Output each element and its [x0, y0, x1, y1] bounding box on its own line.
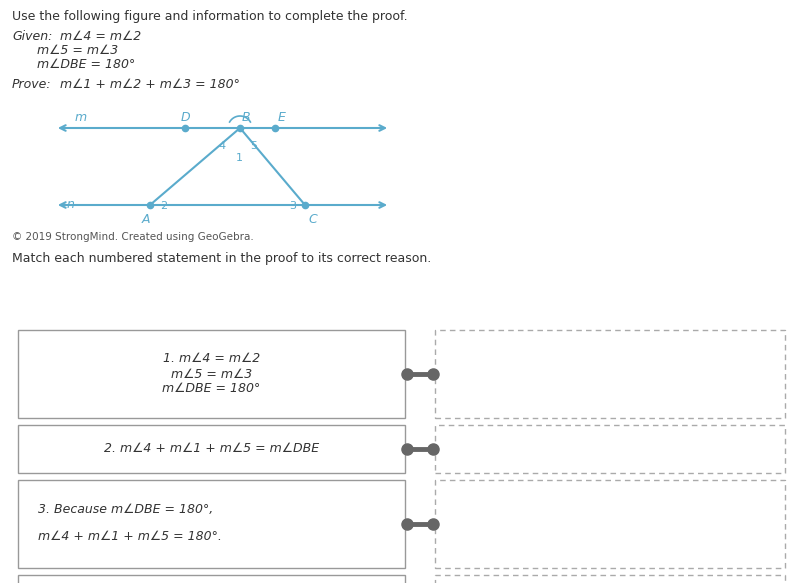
- Text: 3: 3: [289, 201, 296, 211]
- Bar: [435, 425, 785, 473]
- Text: D: D: [181, 111, 190, 124]
- Text: m∠DBE = 180°: m∠DBE = 180°: [162, 382, 261, 395]
- Text: 2. m∠4 + m∠1 + m∠5 = m∠DBE: 2. m∠4 + m∠1 + m∠5 = m∠DBE: [104, 442, 319, 455]
- Text: Match each numbered statement in the proof to its correct reason.: Match each numbered statement in the pro…: [12, 252, 431, 265]
- Text: 3. Because m∠DBE = 180°,: 3. Because m∠DBE = 180°,: [38, 503, 214, 515]
- Text: Prove:: Prove:: [12, 78, 52, 91]
- Text: C: C: [308, 213, 317, 226]
- Text: m∠DBE = 180°: m∠DBE = 180°: [37, 58, 135, 71]
- Bar: [18, 425, 405, 473]
- Text: m∠4 = m∠2: m∠4 = m∠2: [60, 30, 142, 43]
- Bar: [435, 575, 785, 583]
- Bar: [435, 480, 785, 568]
- Text: 5: 5: [250, 141, 257, 151]
- Text: Given:: Given:: [12, 30, 52, 43]
- Text: m∠1 + m∠2 + m∠3 = 180°: m∠1 + m∠2 + m∠3 = 180°: [60, 78, 240, 91]
- Text: 1: 1: [236, 153, 243, 163]
- Text: m: m: [75, 111, 87, 124]
- Text: m∠5 = m∠3: m∠5 = m∠3: [171, 367, 252, 381]
- Text: 4: 4: [218, 141, 225, 151]
- Text: Use the following figure and information to complete the proof.: Use the following figure and information…: [12, 10, 408, 23]
- Text: 2: 2: [160, 201, 167, 211]
- Text: n: n: [67, 198, 75, 212]
- Text: © 2019 StrongMind. Created using GeoGebra.: © 2019 StrongMind. Created using GeoGebr…: [12, 232, 254, 242]
- Text: 1. m∠4 = m∠2: 1. m∠4 = m∠2: [163, 353, 260, 366]
- Text: E: E: [278, 111, 286, 124]
- Bar: [18, 330, 405, 418]
- Text: m∠4 + m∠1 + m∠5 = 180°.: m∠4 + m∠1 + m∠5 = 180°.: [38, 529, 222, 543]
- Bar: [435, 330, 785, 418]
- Bar: [18, 575, 405, 583]
- Text: m∠5 = m∠3: m∠5 = m∠3: [37, 44, 118, 57]
- Text: A: A: [142, 213, 150, 226]
- Text: B: B: [242, 111, 250, 124]
- Bar: [18, 480, 405, 568]
